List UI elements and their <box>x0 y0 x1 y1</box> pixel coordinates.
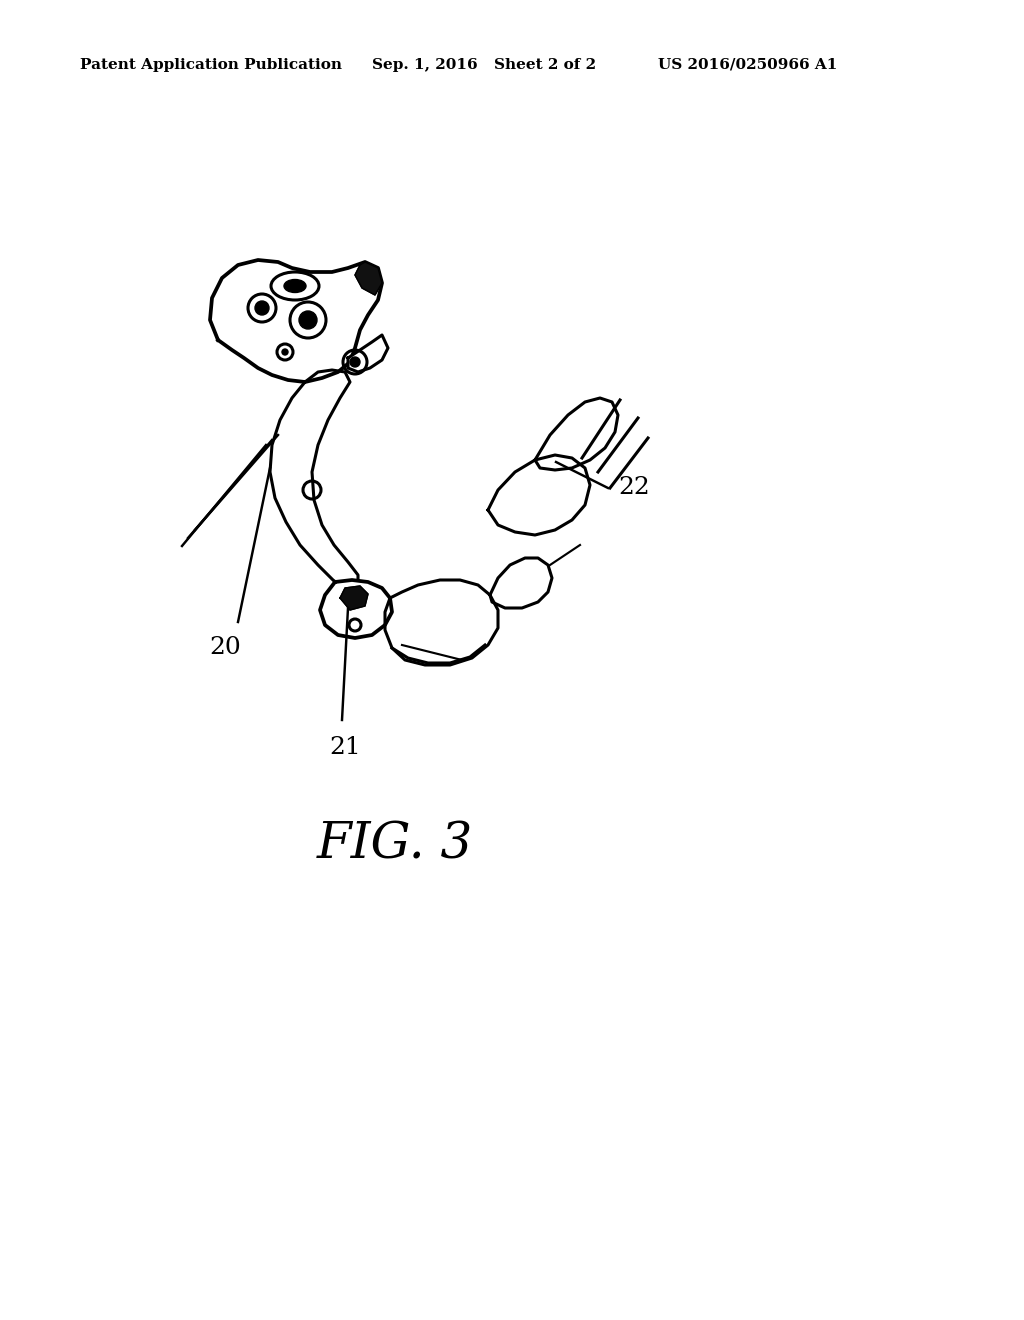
Text: 22: 22 <box>618 477 650 499</box>
Polygon shape <box>210 260 382 381</box>
Circle shape <box>299 312 317 329</box>
Polygon shape <box>355 261 382 294</box>
Circle shape <box>255 301 269 315</box>
Polygon shape <box>340 586 368 610</box>
Circle shape <box>350 356 360 367</box>
Polygon shape <box>385 579 498 665</box>
Text: Sheet 2 of 2: Sheet 2 of 2 <box>494 58 596 73</box>
Text: 20: 20 <box>209 636 241 660</box>
Text: Sep. 1, 2016: Sep. 1, 2016 <box>372 58 477 73</box>
Text: 21: 21 <box>329 737 360 759</box>
Text: FIG. 3: FIG. 3 <box>316 820 473 870</box>
Polygon shape <box>488 455 590 535</box>
Polygon shape <box>490 558 552 609</box>
Polygon shape <box>535 399 618 470</box>
Ellipse shape <box>284 280 306 293</box>
Text: US 2016/0250966 A1: US 2016/0250966 A1 <box>658 58 838 73</box>
Text: Patent Application Publication: Patent Application Publication <box>80 58 342 73</box>
Polygon shape <box>348 335 388 372</box>
Polygon shape <box>270 370 358 591</box>
Circle shape <box>282 348 288 355</box>
Polygon shape <box>319 579 392 638</box>
